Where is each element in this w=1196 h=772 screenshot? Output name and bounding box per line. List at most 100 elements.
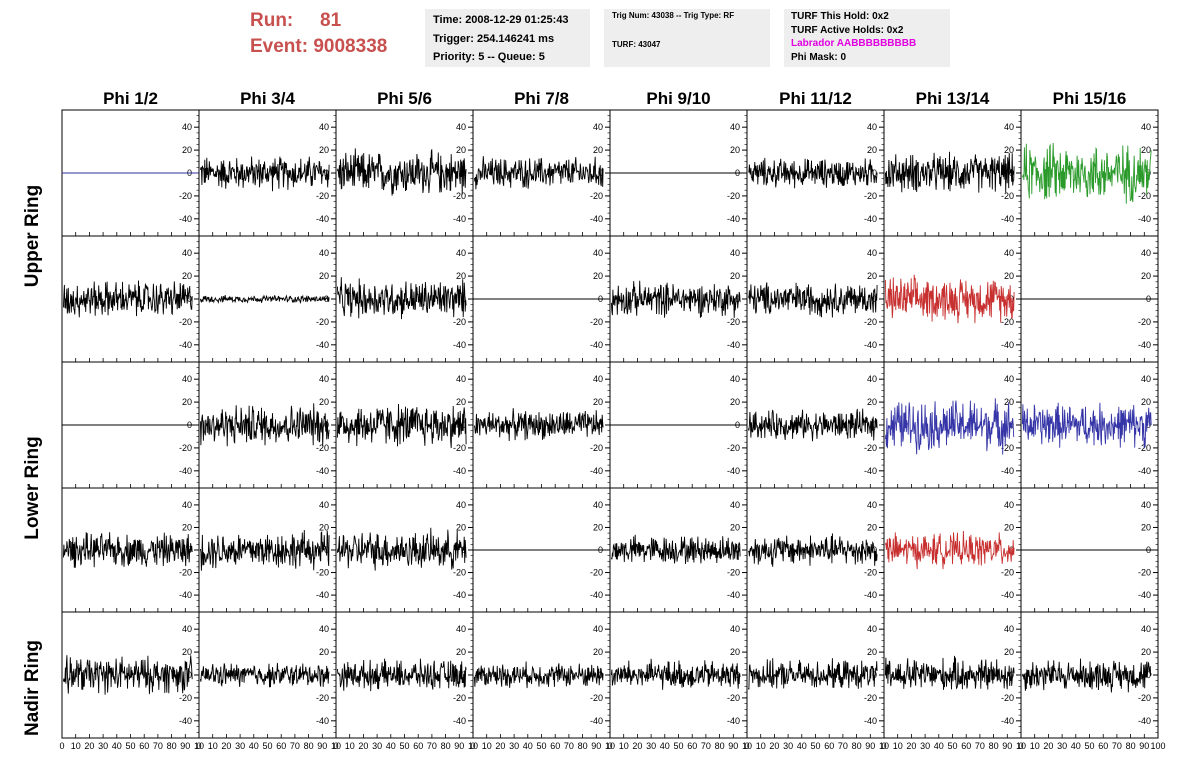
- y-tick-label: 40: [319, 500, 329, 510]
- y-tick-label: -40: [179, 340, 192, 350]
- y-tick-label: -20: [727, 568, 740, 578]
- x-tick-label: 20: [221, 741, 231, 751]
- y-tick-label: -20: [590, 191, 603, 201]
- y-tick-label: -20: [179, 317, 192, 327]
- time-text: Time: 2008-12-29 01:25:43: [433, 14, 569, 26]
- y-tick-label: -40: [1001, 716, 1014, 726]
- y-tick-label: -20: [1138, 191, 1151, 201]
- y-tick-label: 20: [1004, 271, 1014, 281]
- y-tick-label: -20: [864, 317, 877, 327]
- y-tick-label: -40: [1138, 214, 1151, 224]
- waveform-trace: [884, 151, 1015, 193]
- x-tick-label: 30: [372, 741, 382, 751]
- y-tick-label: -20: [1001, 317, 1014, 327]
- x-tick-label: 20: [769, 741, 779, 751]
- x-tick-label: 10: [468, 741, 478, 751]
- y-tick-label: 20: [1141, 522, 1151, 532]
- labrador-text: Labrador AABBBBBBBBB: [791, 38, 917, 49]
- x-tick-label: 40: [1071, 741, 1081, 751]
- y-tick-label: -40: [1001, 590, 1014, 600]
- y-tick-label: 20: [730, 647, 740, 657]
- y-tick-label: 40: [319, 122, 329, 132]
- x-tick-label: 0: [607, 741, 612, 751]
- y-tick-label: 40: [456, 624, 466, 634]
- y-tick-label: 40: [730, 248, 740, 258]
- y-tick-label: -20: [1001, 443, 1014, 453]
- y-tick-label: 40: [867, 248, 877, 258]
- y-tick-label: 40: [182, 624, 192, 634]
- y-tick-label: 0: [598, 420, 603, 430]
- y-tick-label: 40: [730, 624, 740, 634]
- column-header: Phi 13/14: [916, 89, 990, 108]
- x-tick-label: 60: [961, 741, 971, 751]
- y-tick-label: -40: [864, 716, 877, 726]
- column-header: Phi 1/2: [103, 89, 158, 108]
- y-tick-label: -20: [1138, 317, 1151, 327]
- y-tick-label: 20: [1141, 397, 1151, 407]
- column-header: Phi 11/12: [779, 89, 852, 108]
- waveform-trace: [884, 274, 1015, 324]
- waveform-trace: [610, 534, 741, 564]
- y-tick-label: -40: [590, 716, 603, 726]
- waveform-trace: [610, 280, 741, 318]
- x-tick-label: 90: [865, 741, 875, 751]
- x-tick-label: 50: [1084, 741, 1094, 751]
- x-tick-label: 70: [701, 741, 711, 751]
- y-tick-label: 40: [593, 500, 603, 510]
- waveform-trace: [336, 527, 467, 571]
- waveform-trace: [336, 277, 467, 320]
- x-tick-label: 30: [646, 741, 656, 751]
- time-info-box: Time: 2008-12-29 01:25:43 Trigger: 254.1…: [425, 9, 590, 67]
- y-tick-label: -20: [1138, 693, 1151, 703]
- y-tick-label: 40: [867, 624, 877, 634]
- y-tick-label: 40: [730, 374, 740, 384]
- x-tick-label: 0: [744, 741, 749, 751]
- y-tick-label: 40: [182, 500, 192, 510]
- waveform-trace: [336, 148, 467, 196]
- y-tick-label: 40: [182, 122, 192, 132]
- y-tick-label: 40: [1004, 122, 1014, 132]
- turf-this-hold-text: TURF This Hold: 0x2: [791, 11, 889, 22]
- waveform-trace: [747, 408, 878, 442]
- y-tick-label: 0: [187, 670, 192, 680]
- y-tick-label: -40: [316, 340, 329, 350]
- column-header: Phi 5/6: [377, 89, 432, 108]
- x-tick-label: 70: [153, 741, 163, 751]
- y-tick-label: 20: [593, 145, 603, 155]
- column-header: Phi 15/16: [1053, 89, 1127, 108]
- y-tick-label: -20: [1138, 568, 1151, 578]
- y-tick-label: -40: [316, 590, 329, 600]
- y-tick-label: 20: [182, 145, 192, 155]
- ring-label: Upper Ring: [22, 185, 43, 287]
- x-tick-label: 50: [673, 741, 683, 751]
- x-tick-label: 90: [317, 741, 327, 751]
- x-tick-label: 40: [797, 741, 807, 751]
- waveform-trace: [884, 655, 1015, 690]
- x-tick-label: 100: [1150, 741, 1165, 751]
- x-tick-label: 90: [454, 741, 464, 751]
- y-tick-label: -20: [316, 317, 329, 327]
- y-tick-label: 20: [1004, 397, 1014, 407]
- y-tick-label: 0: [872, 294, 877, 304]
- y-tick-label: -40: [316, 716, 329, 726]
- y-tick-label: -40: [316, 214, 329, 224]
- y-tick-label: -20: [590, 317, 603, 327]
- y-tick-label: -20: [1001, 693, 1014, 703]
- y-tick-label: 40: [1004, 248, 1014, 258]
- x-tick-label: 40: [386, 741, 396, 751]
- x-tick-label: 50: [399, 741, 409, 751]
- y-tick-label: 20: [593, 647, 603, 657]
- y-tick-label: 0: [1146, 420, 1151, 430]
- x-tick-label: 90: [1002, 741, 1012, 751]
- y-tick-label: 40: [1141, 624, 1151, 634]
- y-tick-label: -40: [1138, 716, 1151, 726]
- y-tick-label: 40: [730, 122, 740, 132]
- y-tick-label: -20: [864, 693, 877, 703]
- x-tick-label: 60: [413, 741, 423, 751]
- y-tick-label: 40: [456, 500, 466, 510]
- y-tick-label: -40: [727, 590, 740, 600]
- y-tick-label: -40: [179, 466, 192, 476]
- y-tick-label: 20: [593, 522, 603, 532]
- y-tick-label: -40: [727, 340, 740, 350]
